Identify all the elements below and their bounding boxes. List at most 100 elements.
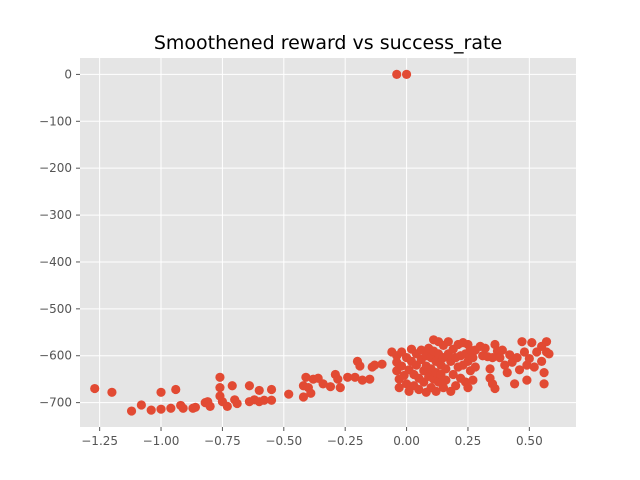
data-point <box>514 365 525 375</box>
data-point <box>392 69 402 80</box>
data-point <box>539 379 549 389</box>
data-point <box>541 337 552 347</box>
data-point <box>222 401 232 411</box>
y-tick-label: 0 <box>64 67 72 81</box>
data-point <box>357 375 367 385</box>
data-point <box>539 368 549 378</box>
data-point <box>227 381 237 391</box>
data-point <box>401 69 412 80</box>
data-point <box>519 347 530 357</box>
data-point <box>335 383 345 393</box>
data-point <box>470 362 480 372</box>
data-point <box>325 382 336 392</box>
data-point <box>441 364 451 374</box>
data-point <box>90 383 100 394</box>
y-tick-label: −300 <box>39 208 72 222</box>
data-point <box>448 369 458 380</box>
data-point <box>136 400 146 410</box>
data-point <box>171 384 181 395</box>
data-point <box>318 379 328 389</box>
x-tick-label: −0.50 <box>265 434 302 448</box>
data-point <box>377 359 387 369</box>
data-point <box>468 375 478 385</box>
data-point <box>485 364 495 374</box>
data-point <box>487 353 498 363</box>
data-point <box>463 383 473 393</box>
y-tick-label: −200 <box>39 161 72 175</box>
plot-area-background <box>80 58 576 427</box>
data-point <box>343 372 353 382</box>
data-point <box>215 372 225 382</box>
data-point <box>414 384 424 395</box>
data-point <box>480 343 490 353</box>
data-point <box>306 388 316 398</box>
data-point <box>370 360 380 370</box>
data-point <box>350 372 360 382</box>
data-point <box>166 403 176 413</box>
data-point <box>502 368 512 378</box>
data-point <box>441 375 451 385</box>
y-tick-label: −600 <box>39 349 72 363</box>
data-point <box>365 374 375 384</box>
data-point <box>126 406 137 416</box>
data-point <box>266 384 277 395</box>
data-point <box>156 387 166 397</box>
data-point <box>529 362 539 372</box>
data-point <box>517 337 527 347</box>
x-tick-label: −0.25 <box>327 434 364 448</box>
data-point <box>254 385 264 396</box>
x-tick-label: −1.25 <box>81 434 118 448</box>
data-point <box>394 383 404 393</box>
grid <box>80 58 576 427</box>
x-axis-ticks: −1.25 −1.00 −0.75 −0.50 −0.25 0.00 0.25 0.50 <box>81 427 543 448</box>
data-point <box>190 402 201 412</box>
data-point <box>215 383 225 393</box>
y-axis-ticks: 0 −100 −200 −300 −400 −500 −600 −700 <box>39 67 80 410</box>
data-point <box>468 353 478 363</box>
data-point <box>178 403 188 413</box>
data-point <box>500 360 510 370</box>
x-tick-label: −0.75 <box>204 434 241 448</box>
data-point <box>522 375 532 385</box>
data-point <box>497 345 507 355</box>
data-point <box>205 401 215 411</box>
x-tick-label: −1.00 <box>143 434 180 448</box>
data-point <box>490 383 500 394</box>
data-point <box>527 338 537 348</box>
data-point <box>355 361 365 371</box>
data-point <box>438 383 449 393</box>
data-points <box>90 69 554 416</box>
y-tick-label: −500 <box>39 302 72 316</box>
data-point <box>401 379 412 389</box>
data-point <box>107 387 117 397</box>
data-point <box>259 395 269 405</box>
data-point <box>333 374 343 384</box>
data-point <box>505 350 515 360</box>
y-tick-label: −400 <box>39 255 72 269</box>
data-point <box>495 353 505 363</box>
x-tick-label: 0.25 <box>455 434 482 448</box>
data-point <box>146 405 156 415</box>
data-point <box>298 392 309 402</box>
chart-title: Smoothened reward vs success_rate <box>154 32 502 54</box>
data-point <box>284 389 294 399</box>
data-point <box>244 381 255 391</box>
data-point <box>301 372 311 382</box>
data-point <box>544 349 554 359</box>
data-point <box>397 361 407 371</box>
data-point <box>443 337 453 347</box>
data-point <box>524 353 534 364</box>
x-tick-label: 0.00 <box>393 434 420 448</box>
data-point <box>156 404 166 414</box>
data-point <box>266 395 277 405</box>
data-point <box>431 386 441 396</box>
data-point <box>451 381 461 391</box>
data-point <box>232 398 242 409</box>
data-point <box>510 379 520 389</box>
y-tick-label: −100 <box>39 114 72 128</box>
data-point <box>512 353 522 363</box>
y-tick-label: −700 <box>39 396 72 410</box>
x-tick-label: 0.50 <box>516 434 543 448</box>
